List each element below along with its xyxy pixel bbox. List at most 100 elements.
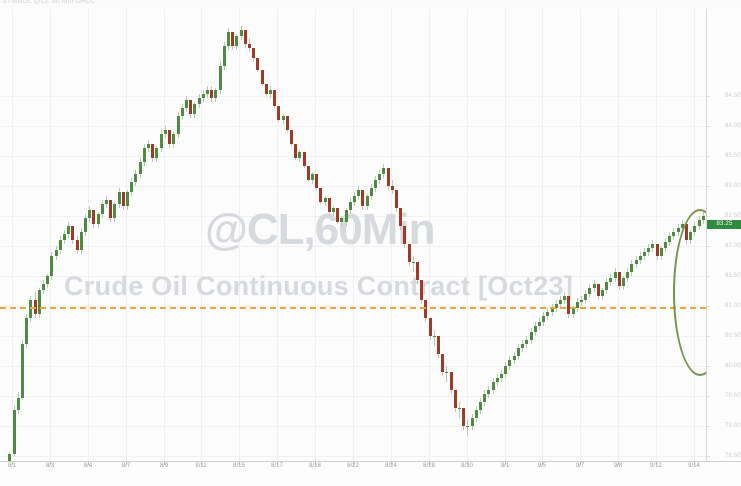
prior-close-line <box>0 307 706 309</box>
candle-body <box>492 382 495 390</box>
candle-body <box>433 336 436 337</box>
candle-wick <box>316 186 317 190</box>
candle-body <box>126 192 129 206</box>
candle <box>462 9 465 461</box>
candle <box>483 9 486 461</box>
candle-wick <box>446 366 447 382</box>
candle <box>315 9 318 461</box>
candle-body <box>361 190 364 206</box>
candle-body <box>618 272 621 286</box>
candle <box>345 9 348 461</box>
price-axis-label: 79.00 <box>724 423 741 429</box>
candle-body <box>340 218 343 222</box>
candle-body <box>538 322 541 326</box>
candle <box>155 9 158 461</box>
gridline-v <box>467 9 468 461</box>
date-axis[interactable]: 8/1 8/3 8/4 8/7 8/9 8/11 8/15 8/17 8/18 8/22 8/24 8… <box>0 461 741 486</box>
price-axis-label: 79.50 <box>724 393 741 399</box>
candle <box>214 9 217 461</box>
candle <box>450 9 453 461</box>
candle-body <box>151 144 154 158</box>
chart-header-text: SYMBOL @CL 60 Min OHLC <box>2 0 96 5</box>
candle-wick <box>287 128 288 132</box>
candle-body <box>42 284 45 290</box>
candle-body <box>269 90 272 94</box>
candle-body <box>445 372 448 373</box>
candle <box>303 9 306 461</box>
candle-body <box>382 168 385 174</box>
candle <box>546 9 549 461</box>
candle-body <box>29 300 32 318</box>
candle-body <box>542 316 545 322</box>
candle-body <box>408 244 411 262</box>
candle <box>454 9 457 461</box>
candle <box>269 9 272 461</box>
candle <box>672 9 675 461</box>
candle-wick <box>257 68 258 72</box>
candle <box>387 9 390 461</box>
candle-body <box>261 70 264 84</box>
candle-body <box>290 130 293 144</box>
candle <box>340 9 343 461</box>
candle-body <box>475 410 478 418</box>
candle-body <box>113 204 116 218</box>
candle-body <box>416 262 419 280</box>
candle <box>97 9 100 461</box>
candle-body <box>311 174 314 180</box>
candle <box>63 9 66 461</box>
price-axis-label: 84.50 <box>724 93 741 99</box>
price-axis[interactable]: 83.25 84.50 84.00 83.50 83.00 82.50 82.00 81.5… <box>706 9 741 461</box>
candle <box>601 9 604 461</box>
candle-body <box>223 46 226 66</box>
candle <box>38 9 41 461</box>
price-plot-area[interactable]: @CL,60Min Crude Oil Continuous Contract … <box>0 9 727 486</box>
candle <box>151 9 154 461</box>
candle <box>328 9 331 461</box>
candle-body <box>395 190 398 208</box>
candle <box>101 9 104 461</box>
candle-body <box>336 208 339 222</box>
candle-body <box>172 134 175 144</box>
candle-body <box>551 308 554 312</box>
candle <box>286 9 289 461</box>
price-axis-label: 80.50 <box>724 333 741 339</box>
candle <box>164 9 167 461</box>
date-axis-label: 9/8 <box>613 463 623 469</box>
candle-body <box>21 344 24 398</box>
candle-body <box>441 354 444 372</box>
price-axis-tick <box>707 216 710 217</box>
candle-body <box>189 100 192 114</box>
candle-body <box>429 318 432 336</box>
candle-body <box>504 366 507 374</box>
candle-body <box>412 262 415 263</box>
date-axis-label: 8/4 <box>83 463 93 469</box>
candle-body <box>593 284 596 288</box>
candle <box>147 9 150 461</box>
date-axis-tick <box>694 462 695 465</box>
price-axis-tick <box>707 396 710 397</box>
date-axis-label: 9/14 <box>688 463 700 469</box>
price-axis-tick <box>707 336 710 337</box>
candle <box>559 9 562 461</box>
candle <box>517 9 520 461</box>
candle <box>50 9 53 461</box>
candle-body <box>219 66 222 90</box>
date-axis-tick <box>239 462 240 465</box>
date-axis-label: 8/30 <box>461 463 473 469</box>
candle <box>240 9 243 461</box>
candle <box>324 9 327 461</box>
candle <box>500 9 503 461</box>
candle-body <box>181 108 184 116</box>
candle-body <box>651 244 654 248</box>
candle-body <box>76 240 79 250</box>
candle <box>34 9 37 461</box>
candle-body <box>97 214 100 224</box>
gridline-v <box>239 9 240 461</box>
candle <box>643 9 646 461</box>
candle <box>126 9 129 461</box>
candle <box>424 9 427 461</box>
candle <box>458 9 461 461</box>
candle <box>504 9 507 461</box>
candle-body <box>198 98 201 104</box>
candle <box>538 9 541 461</box>
